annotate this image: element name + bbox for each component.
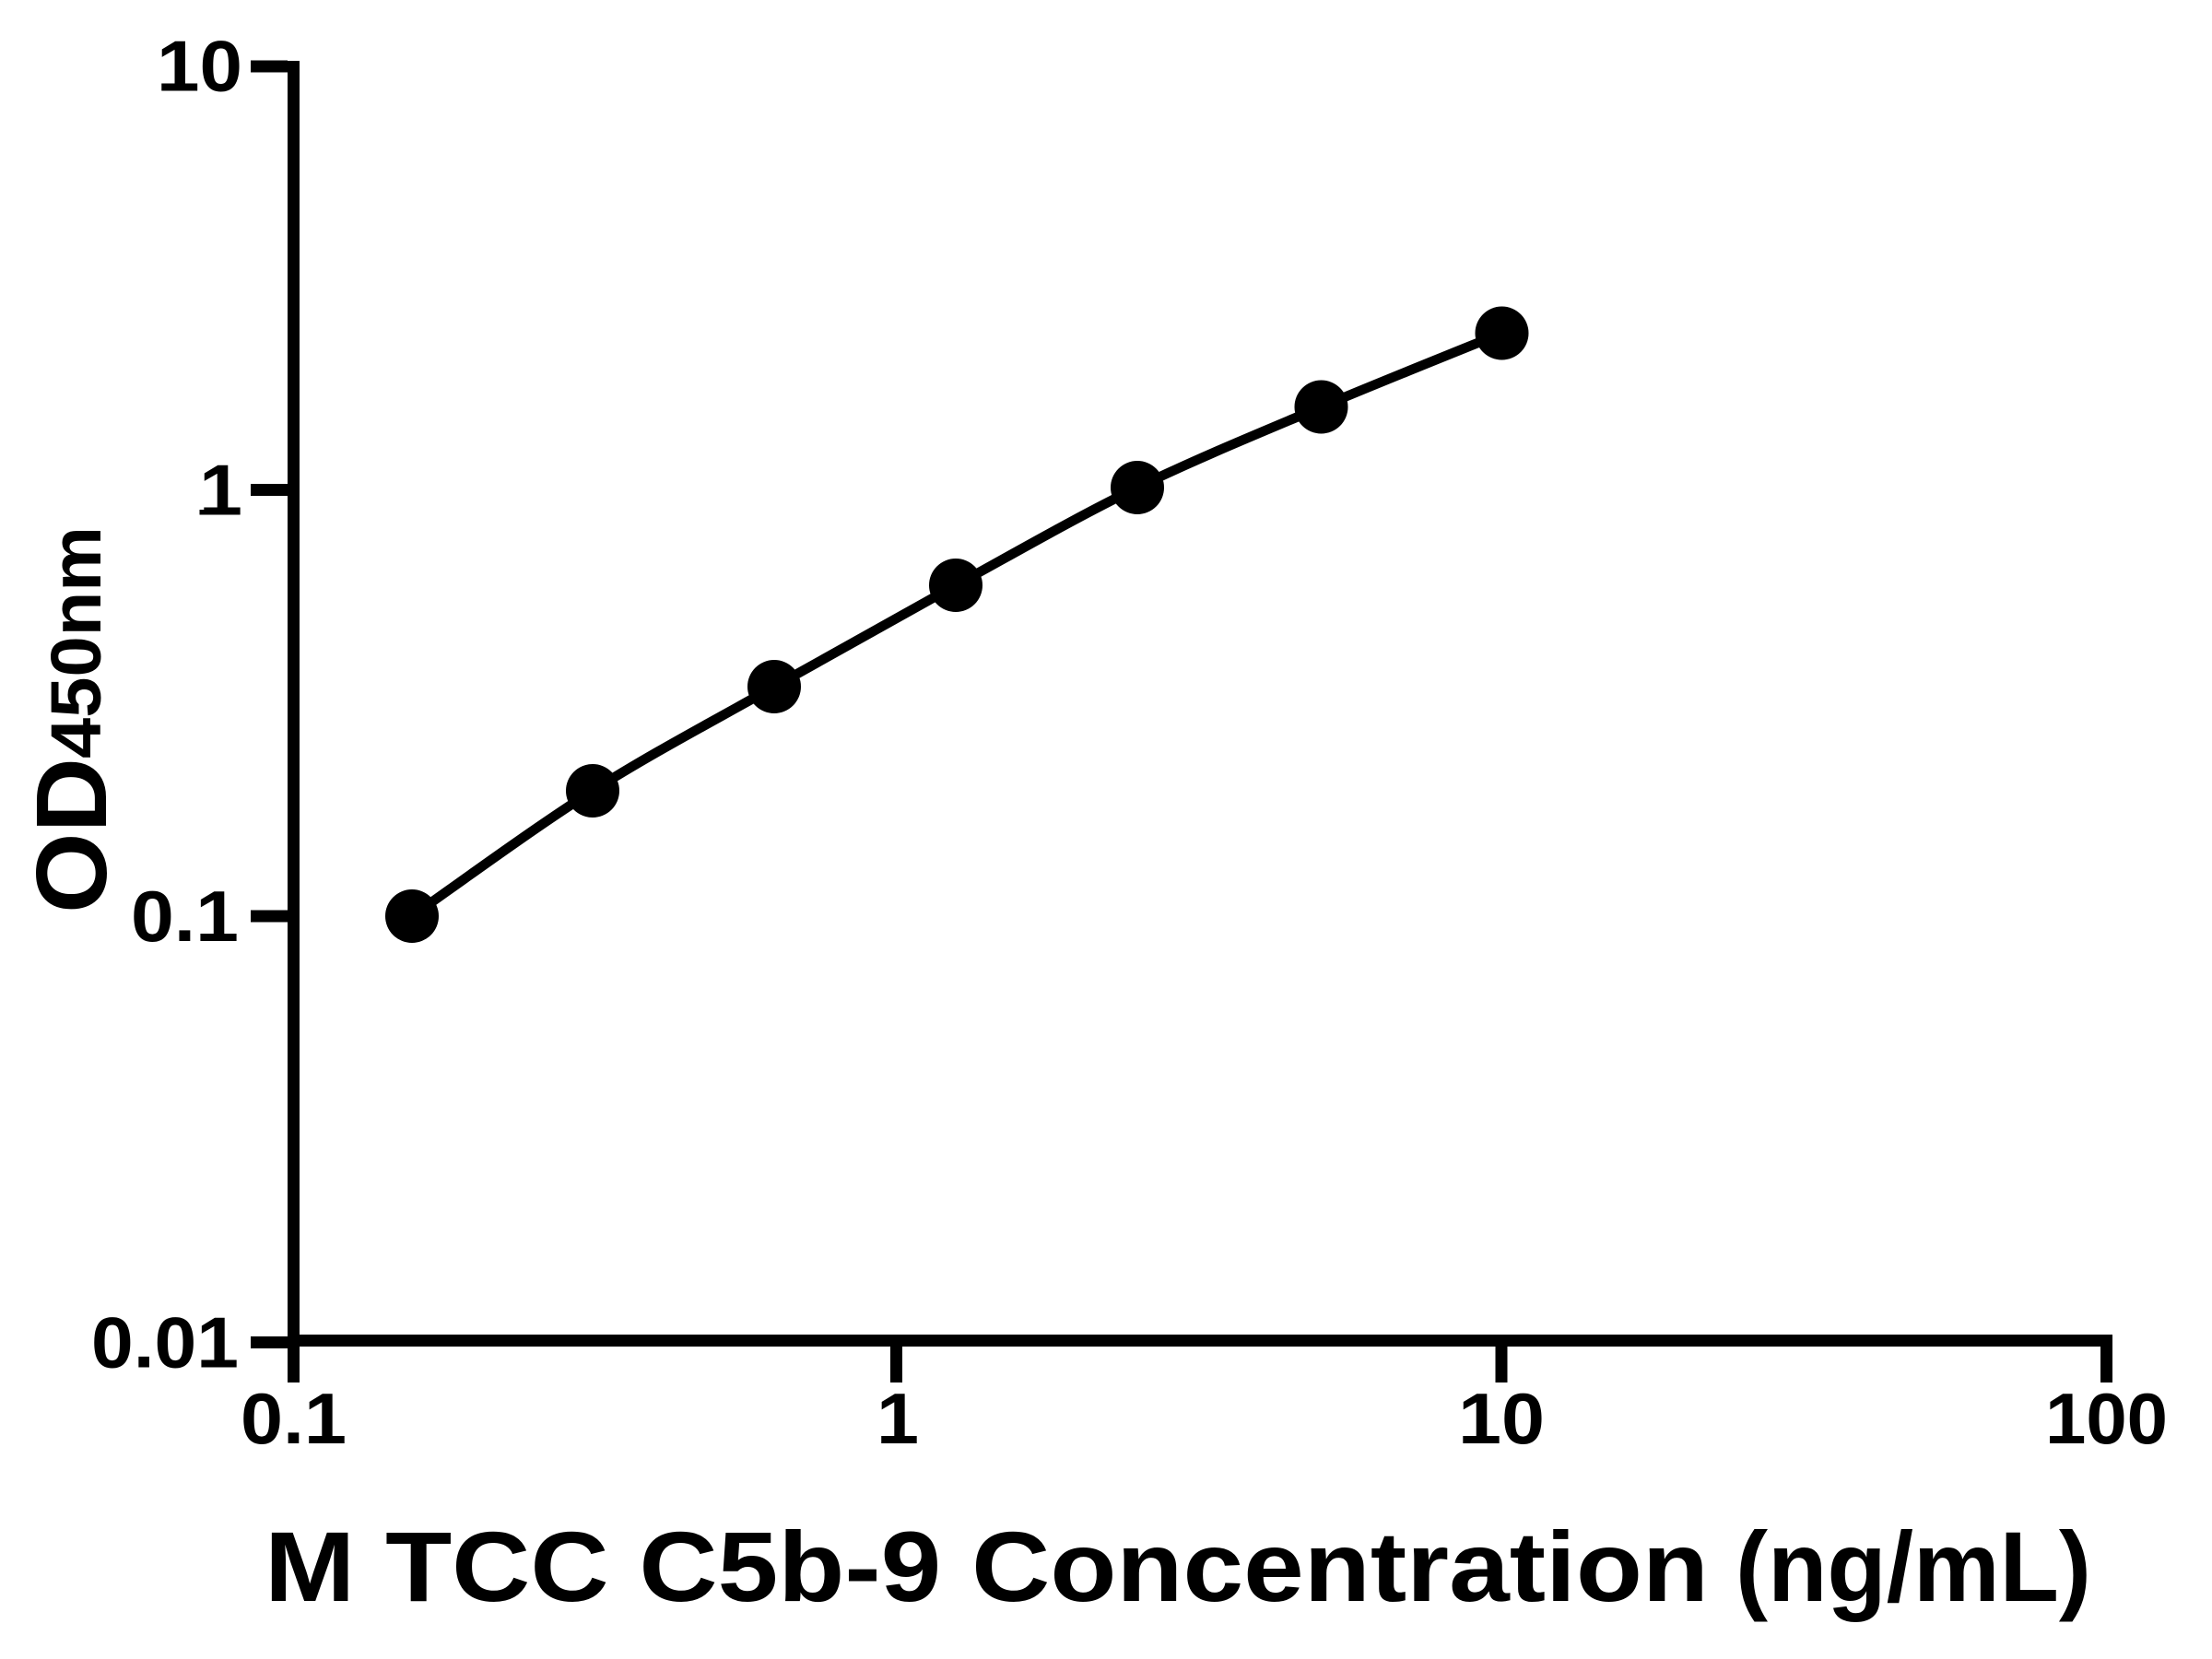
svg-text:1: 1 (877, 1378, 919, 1459)
svg-text:M TCC C5b-9 Concentration: M TCC C5b-9 Concentration (265, 1512, 1709, 1622)
svg-text:10: 10 (1458, 1378, 1545, 1459)
svg-text:OD: OD (16, 758, 128, 913)
svg-text:0.1: 0.1 (131, 876, 239, 957)
svg-text:450nm: 450nm (37, 526, 116, 759)
svg-text:0.1: 0.1 (241, 1378, 347, 1459)
svg-text:10: 10 (157, 26, 242, 107)
svg-text:(ng/mL): (ng/mL) (1735, 1512, 2091, 1622)
svg-text:0.01: 0.01 (91, 1302, 239, 1383)
svg-text:1: 1 (199, 450, 242, 531)
svg-text:100: 100 (2045, 1378, 2168, 1459)
